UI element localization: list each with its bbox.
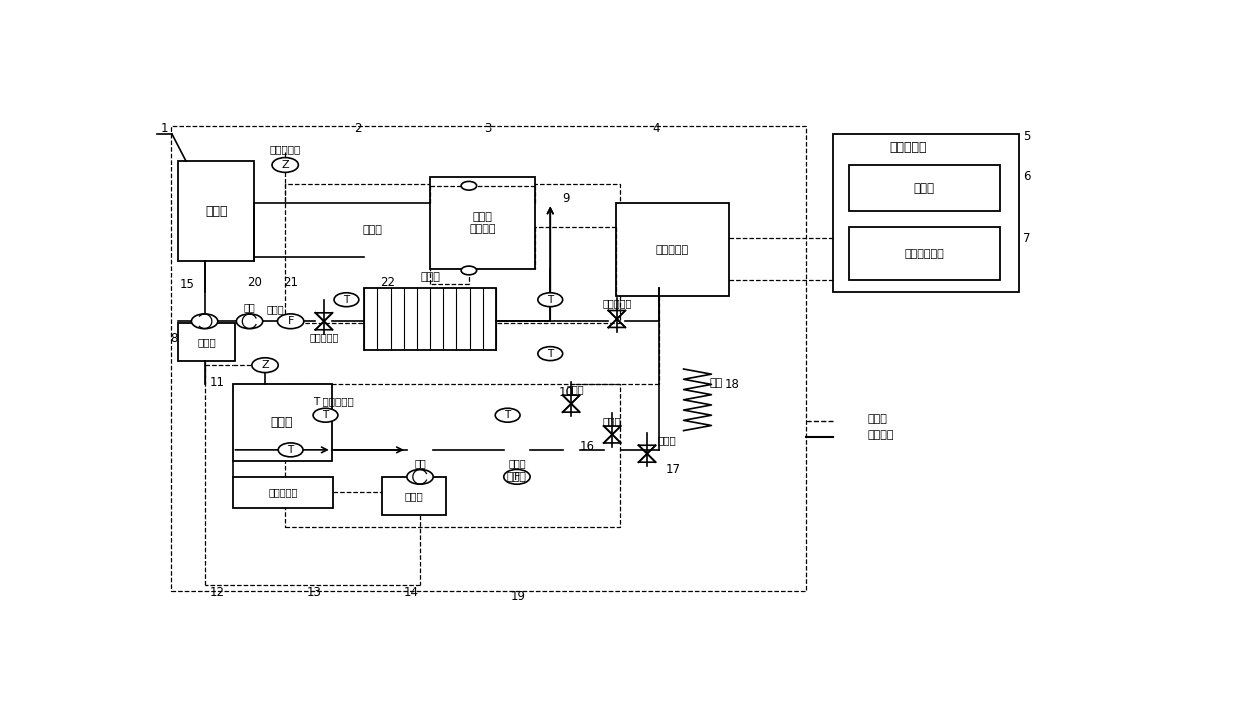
Text: 计算机单元: 计算机单元 — [889, 141, 928, 154]
Text: 水位传感器: 水位传感器 — [269, 144, 301, 154]
Text: 水泵: 水泵 — [414, 458, 425, 468]
Text: 调速器
风机盘管: 调速器 风机盘管 — [469, 212, 496, 233]
Text: 二次侧: 二次侧 — [362, 226, 382, 236]
Circle shape — [503, 470, 529, 484]
Text: 16: 16 — [580, 440, 595, 453]
Text: 12: 12 — [210, 586, 224, 599]
Text: 2: 2 — [355, 122, 362, 135]
Bar — [616, 203, 729, 296]
Text: 控制器单元: 控制器单元 — [656, 245, 689, 254]
Text: 现场总线: 现场总线 — [868, 430, 894, 440]
Circle shape — [538, 347, 563, 360]
Text: 电动调节阀: 电动调节阀 — [603, 299, 631, 308]
Text: 6: 6 — [1023, 170, 1030, 183]
Circle shape — [278, 443, 303, 457]
Text: 10: 10 — [558, 386, 573, 399]
Circle shape — [272, 158, 299, 172]
Text: 22: 22 — [379, 276, 396, 290]
Text: 水泵: 水泵 — [244, 302, 255, 313]
Text: 21: 21 — [283, 276, 298, 290]
Text: Z: Z — [281, 160, 289, 170]
Text: T: T — [547, 348, 553, 359]
Text: T: T — [288, 445, 294, 455]
Bar — [179, 161, 254, 261]
Text: F: F — [288, 316, 294, 326]
Circle shape — [538, 293, 563, 306]
Text: T: T — [505, 410, 511, 420]
Text: 换热器: 换热器 — [420, 271, 440, 282]
Bar — [848, 226, 999, 280]
Text: 11: 11 — [210, 376, 224, 389]
Text: 变频器: 变频器 — [404, 491, 423, 501]
Text: 18: 18 — [725, 378, 740, 391]
Text: T 温度传感器: T 温度传感器 — [312, 396, 353, 407]
Text: 一次侧: 一次侧 — [507, 472, 527, 482]
Circle shape — [278, 314, 304, 329]
Text: T: T — [343, 294, 350, 305]
Text: 数据库: 数据库 — [914, 182, 935, 195]
Text: 人机交互软件: 人机交互软件 — [904, 249, 944, 259]
Text: 固体继电器: 固体继电器 — [268, 487, 298, 497]
Text: 9: 9 — [562, 191, 569, 205]
Bar — [285, 384, 620, 527]
Text: 信号线: 信号线 — [868, 414, 888, 424]
Bar — [171, 126, 806, 591]
Circle shape — [407, 470, 433, 484]
Bar — [430, 177, 534, 269]
Bar — [833, 134, 1019, 292]
Circle shape — [191, 314, 218, 329]
Text: 7: 7 — [1023, 231, 1030, 245]
Text: F: F — [513, 472, 520, 482]
Bar — [233, 477, 334, 508]
Text: 8: 8 — [170, 332, 177, 345]
Bar — [365, 288, 496, 350]
Text: T: T — [322, 410, 329, 420]
Text: 热水箱: 热水箱 — [270, 416, 294, 430]
Text: 4: 4 — [652, 122, 660, 135]
Bar — [233, 384, 332, 461]
Text: 流量计: 流量计 — [267, 304, 284, 314]
Text: 流量计: 流量计 — [508, 458, 526, 468]
Text: 变频器: 变频器 — [197, 337, 216, 347]
Text: Z: Z — [262, 360, 269, 370]
Circle shape — [252, 358, 278, 372]
Bar — [179, 323, 234, 361]
Text: 17: 17 — [665, 463, 681, 475]
Bar — [285, 184, 620, 323]
Text: 电动阀: 电动阀 — [603, 416, 621, 426]
Text: 电动阀: 电动阀 — [567, 384, 584, 394]
Text: 电动阀: 电动阀 — [657, 435, 676, 445]
Text: 冷水箱: 冷水箱 — [205, 205, 227, 218]
Text: 20: 20 — [247, 276, 262, 290]
Circle shape — [461, 182, 476, 190]
Text: 3: 3 — [485, 122, 492, 135]
Text: 19: 19 — [510, 590, 526, 603]
Text: 电动调节阀: 电动调节阀 — [309, 332, 339, 341]
Circle shape — [237, 314, 263, 329]
Circle shape — [495, 408, 520, 422]
Bar — [382, 477, 445, 515]
Circle shape — [461, 266, 476, 275]
Text: 13: 13 — [306, 586, 321, 599]
Text: 盘管: 盘管 — [709, 378, 723, 388]
Text: T: T — [547, 294, 553, 305]
Circle shape — [334, 293, 358, 306]
Text: 15: 15 — [180, 278, 195, 291]
Text: 5: 5 — [1023, 130, 1030, 143]
Text: 14: 14 — [403, 586, 418, 599]
Bar — [848, 165, 999, 211]
Circle shape — [312, 408, 337, 422]
Text: 1: 1 — [160, 122, 169, 135]
